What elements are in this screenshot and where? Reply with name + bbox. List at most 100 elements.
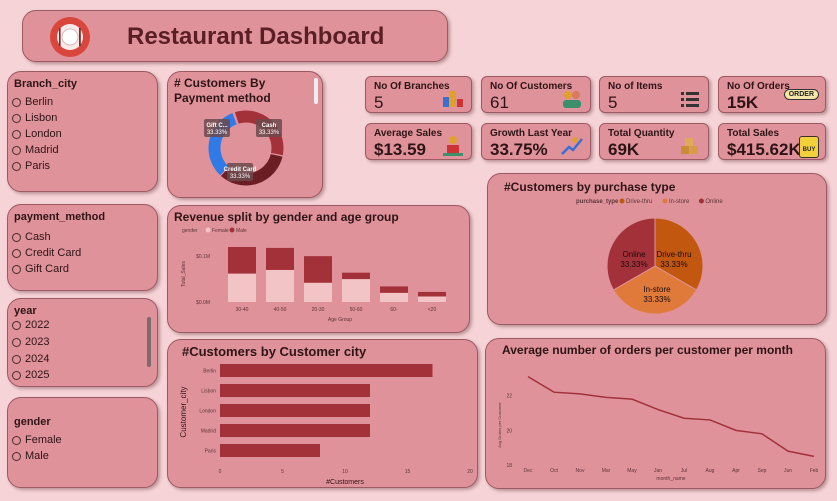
- slicer-gender: gender Female Male: [7, 397, 158, 488]
- slicer-option[interactable]: 2022: [12, 319, 49, 331]
- slicer-option[interactable]: 2024: [12, 353, 49, 365]
- bar-female: [266, 269, 294, 302]
- x-tick-label: 0: [219, 469, 222, 475]
- legend-label: Female: [212, 228, 229, 234]
- bar-female: [228, 273, 256, 302]
- pie-slice: [654, 217, 704, 291]
- y-tick-label: Paris: [205, 449, 217, 455]
- bar-male: [418, 291, 446, 297]
- radio-icon[interactable]: [12, 320, 21, 330]
- slicer-option[interactable]: Berlin: [12, 96, 53, 108]
- data-label-bg: [256, 119, 282, 137]
- x-axis-label: month_name: [656, 476, 685, 482]
- legend-label: Online: [705, 199, 723, 205]
- slice-label: Cash: [262, 123, 277, 129]
- scrollbar[interactable]: [314, 78, 318, 104]
- radio-icon[interactable]: [12, 129, 21, 139]
- x-tick-label: 60-: [390, 307, 398, 313]
- slicer-option[interactable]: Male: [12, 450, 49, 462]
- slicer-option[interactable]: 2023: [12, 336, 49, 348]
- x-axis-label: Age Group: [328, 317, 352, 323]
- slicer-option[interactable]: Lisbon: [12, 112, 57, 124]
- chart-title: #Customers by purchase type: [504, 180, 676, 194]
- slicer-option[interactable]: Cash: [12, 231, 51, 243]
- legend-marker: [229, 227, 235, 233]
- pie-slice: [606, 217, 656, 291]
- slicer-option[interactable]: Credit Card: [12, 247, 81, 259]
- x-tick-label: 20-30: [312, 307, 325, 313]
- slicer-title: payment_method: [14, 211, 106, 223]
- kpi-value: 15K: [727, 93, 759, 112]
- x-tick-label: <20: [428, 307, 437, 313]
- kpi-card-customers: No Of Customers 61: [481, 76, 591, 113]
- slice-label: Gift C...: [206, 123, 228, 129]
- legend-title: purchase_type: [576, 199, 619, 205]
- radio-icon[interactable]: [12, 145, 21, 155]
- legend-marker: [662, 198, 668, 204]
- radio-icon[interactable]: [12, 232, 21, 242]
- slice-label: Online: [622, 250, 646, 259]
- radio-icon[interactable]: [12, 97, 21, 107]
- radio-icon[interactable]: [12, 248, 21, 258]
- x-tick-label: Sep: [758, 468, 767, 474]
- slicer-title: gender: [14, 416, 51, 428]
- avg-orders-card: Average number of orders per customer pe…: [485, 338, 826, 489]
- slicer-option[interactable]: London: [12, 128, 62, 140]
- data-label: 33.33%: [620, 260, 647, 269]
- radio-icon[interactable]: [12, 264, 21, 274]
- bar: [220, 364, 433, 377]
- radio-icon[interactable]: [12, 451, 21, 461]
- kpi-label: Total Quantity: [608, 128, 675, 139]
- bar-male: [266, 247, 294, 270]
- x-tick-label: Jun: [784, 468, 792, 474]
- purchase-type-card: #Customers by purchase type purchase_typ…: [487, 173, 827, 325]
- bar: [220, 384, 370, 397]
- slicer-option[interactable]: Female: [12, 434, 62, 446]
- kpi-label: No Of Orders: [727, 81, 790, 92]
- radio-icon[interactable]: [12, 370, 21, 380]
- avg-orders-line-chart: Avg Orders per Customer 18 20 22 Dec Oct Nov Ma…: [497, 375, 819, 482]
- x-tick-label: 10: [342, 469, 348, 475]
- slicer-option[interactable]: Paris: [12, 160, 50, 172]
- y-tick-label: London: [199, 409, 216, 415]
- slicer-title: Branch_city: [14, 78, 77, 90]
- y-tick-label: $0.0M: [196, 300, 210, 306]
- y-tick-label: 18: [506, 463, 512, 469]
- bar-female: [342, 279, 370, 302]
- sales-person-icon: [443, 136, 463, 156]
- data-label: 33.33%: [643, 295, 670, 304]
- data-label-bg: [204, 119, 230, 137]
- branches-icon: [443, 91, 463, 107]
- slice-label: In-store: [643, 285, 671, 294]
- slicer-option[interactable]: Gift Card: [12, 263, 69, 275]
- slicer-option[interactable]: 2025: [12, 369, 49, 381]
- x-tick-label: 5: [281, 469, 284, 475]
- radio-icon[interactable]: [12, 113, 21, 123]
- radio-icon[interactable]: [12, 435, 21, 445]
- radio-icon[interactable]: [12, 337, 21, 347]
- purchase-type-pie-chart: purchase_type Drive-thru In-store Online Dri…: [576, 198, 723, 315]
- x-tick-label: Oct: [550, 468, 558, 474]
- x-tick-label: Nov: [576, 468, 585, 474]
- radio-icon[interactable]: [12, 354, 21, 364]
- chart-title: Average number of orders per customer pe…: [502, 343, 793, 357]
- kpi-value: 5: [608, 93, 618, 112]
- kpi-value: 33.75%: [490, 140, 548, 159]
- y-tick-label: Berlin: [203, 369, 216, 375]
- kpi-card-quantity: Total Quantity 69K: [599, 123, 709, 160]
- kpi-value: $415.62K: [727, 140, 801, 159]
- slicer-payment-method: payment_method Cash Credit Card Gift Car…: [7, 204, 158, 291]
- legend-marker: [205, 227, 211, 233]
- data-label-bg: [227, 163, 253, 181]
- kpi-card-branches: No Of Branches 5: [365, 76, 472, 113]
- slicer-scrollbar[interactable]: [147, 317, 151, 367]
- x-tick-label: Dec: [524, 468, 533, 474]
- slice-label: Credit Card: [224, 167, 257, 173]
- x-tick-label: Mar: [602, 468, 611, 474]
- slicer-option[interactable]: Madrid: [12, 144, 59, 156]
- radio-icon[interactable]: [12, 161, 21, 171]
- kpi-card-growth: Growth Last Year 33.75%: [481, 123, 591, 160]
- legend-marker: [698, 198, 704, 204]
- kpi-label: Growth Last Year: [490, 128, 573, 139]
